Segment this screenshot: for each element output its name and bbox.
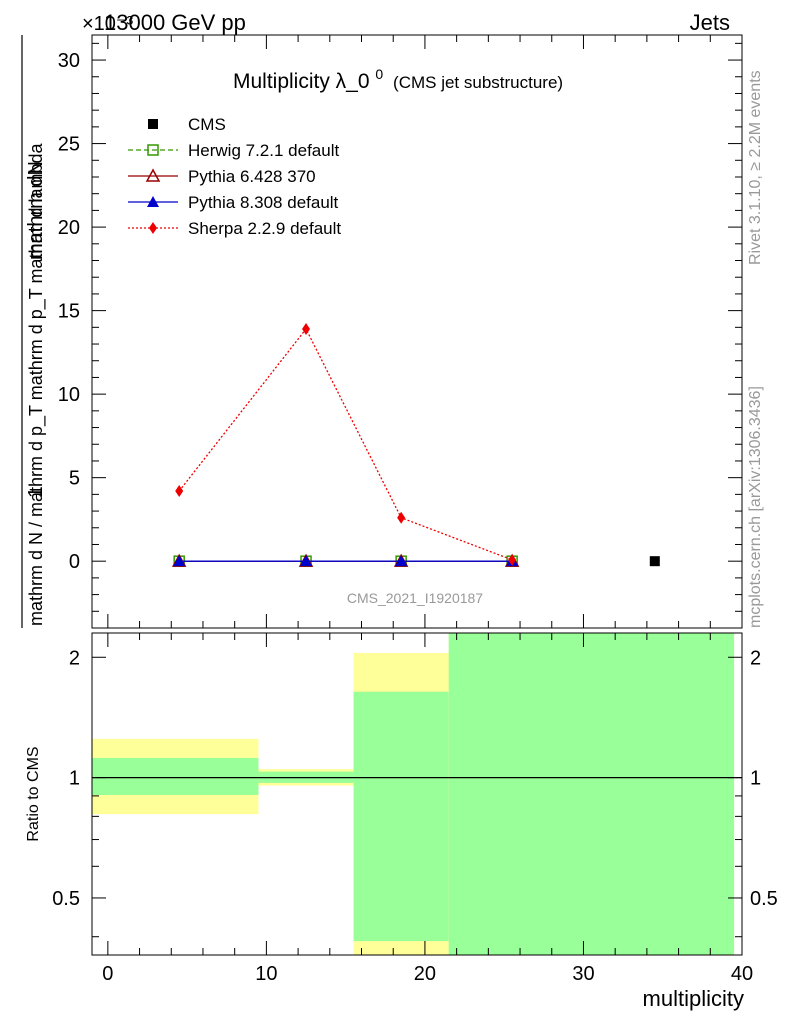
xlabel: multiplicity <box>643 986 744 1011</box>
series-sherpa-2-2-9-default <box>175 322 517 566</box>
data-point <box>175 485 184 498</box>
main-axes: 0 5 10 15 20 25 30 <box>58 35 743 628</box>
series-line <box>178 327 513 561</box>
legend: CMS Herwig 7.2.1 default Pythia 6.428 370 P… <box>128 115 341 238</box>
legend-label: Pythia 8.308 default <box>188 193 339 212</box>
header-right: Jets <box>690 10 730 35</box>
legend-marker <box>145 168 161 182</box>
main-ylabel: mathrm dN 1 mathrm d N / mathrm d p_T ma… <box>21 35 47 628</box>
ratio-bands <box>92 633 742 955</box>
y-tick-label: 15 <box>58 301 80 323</box>
series-cms <box>649 556 660 567</box>
ratio-band-green <box>353 691 449 942</box>
legend-label: Herwig 7.2.1 default <box>188 141 339 160</box>
y-tick-label: 25 <box>58 134 80 156</box>
x-tick-label: 30 <box>572 963 594 985</box>
y-tick-label: 10 <box>58 384 80 406</box>
x-tick-label: 20 <box>414 963 436 985</box>
ratio-y-tick-label-right: 2 <box>750 647 761 669</box>
ylabel-one: 1 <box>25 487 47 498</box>
analysis-id: CMS_2021_I1920187 <box>347 590 483 606</box>
header-left: 13000 GeV pp <box>104 10 246 35</box>
data-point <box>395 555 408 567</box>
legend-entry: Pythia 6.428 370 <box>128 167 316 186</box>
data-point <box>508 553 517 566</box>
ratio-axes: 0 10 20 30 40 0.5 0.5 1 1 2 2 <box>52 633 778 985</box>
legend-marker <box>149 222 157 234</box>
main-title: Multiplicity λ_0 0 (CMS jet substructure… <box>233 61 563 93</box>
legend-label: CMS <box>188 115 226 134</box>
ratio-band-green <box>448 633 735 955</box>
ratio-y-tick-label-right: 0.5 <box>750 888 778 910</box>
y-tick-label: 5 <box>69 468 80 490</box>
y-tick-label: 0 <box>69 551 80 573</box>
main-title-sup: 0 <box>375 66 383 82</box>
series-pythia-8-308-default <box>173 555 519 567</box>
legend-entry: Herwig 7.2.1 default <box>128 141 339 160</box>
ratio-y-tick-label: 1 <box>69 768 80 790</box>
ratio-plot-frame <box>91 632 743 956</box>
ratio-y-tick-label: 0.5 <box>52 888 80 910</box>
data-point <box>397 511 406 524</box>
main-title-text: Multiplicity λ_0 <box>233 70 370 93</box>
legend-label: Pythia 6.428 370 <box>188 167 316 186</box>
legend-marker <box>147 144 159 156</box>
ylabel-numerator: mathrm dN <box>25 161 47 260</box>
legend-label: Sherpa 2.2.9 default <box>188 219 341 238</box>
legend-entry: Pythia 8.308 default <box>128 193 339 212</box>
x-tick-label: 40 <box>731 963 753 985</box>
mcplots-label: mcplots.cern.ch [arXiv:1306.3436] <box>747 386 764 628</box>
y-tick-label: 20 <box>58 217 80 239</box>
legend-marker <box>148 119 158 129</box>
main-plot-frame <box>91 34 743 629</box>
legend-entry: Sherpa 2.2.9 default <box>128 219 341 238</box>
exponent-label: ×10⁻³ <box>82 13 133 35</box>
x-tick-label: 0 <box>102 963 113 985</box>
ratio-ylabel: Ratio to CMS <box>25 746 42 841</box>
x-tick-label: 10 <box>255 963 277 985</box>
ratio-y-tick-label: 2 <box>69 647 80 669</box>
y-tick-label: 30 <box>58 50 80 72</box>
data-point <box>173 555 186 567</box>
ratio-y-tick-label-right: 1 <box>750 768 761 790</box>
data-point <box>649 556 660 567</box>
main-title-suffix: (CMS jet substructure) <box>393 73 563 92</box>
legend-entry: CMS <box>148 115 226 134</box>
legend-marker <box>147 196 159 207</box>
rivet-label: Rivet 3.1.10, ≥ 2.2M events <box>747 70 764 265</box>
ylabel-denominator: mathrm d N / mathrm d p_T mathrm d p_T m… <box>26 143 47 626</box>
ratio-band-green <box>92 757 259 795</box>
data-point <box>302 322 311 335</box>
data-point <box>300 555 313 567</box>
main-series <box>171 322 660 567</box>
